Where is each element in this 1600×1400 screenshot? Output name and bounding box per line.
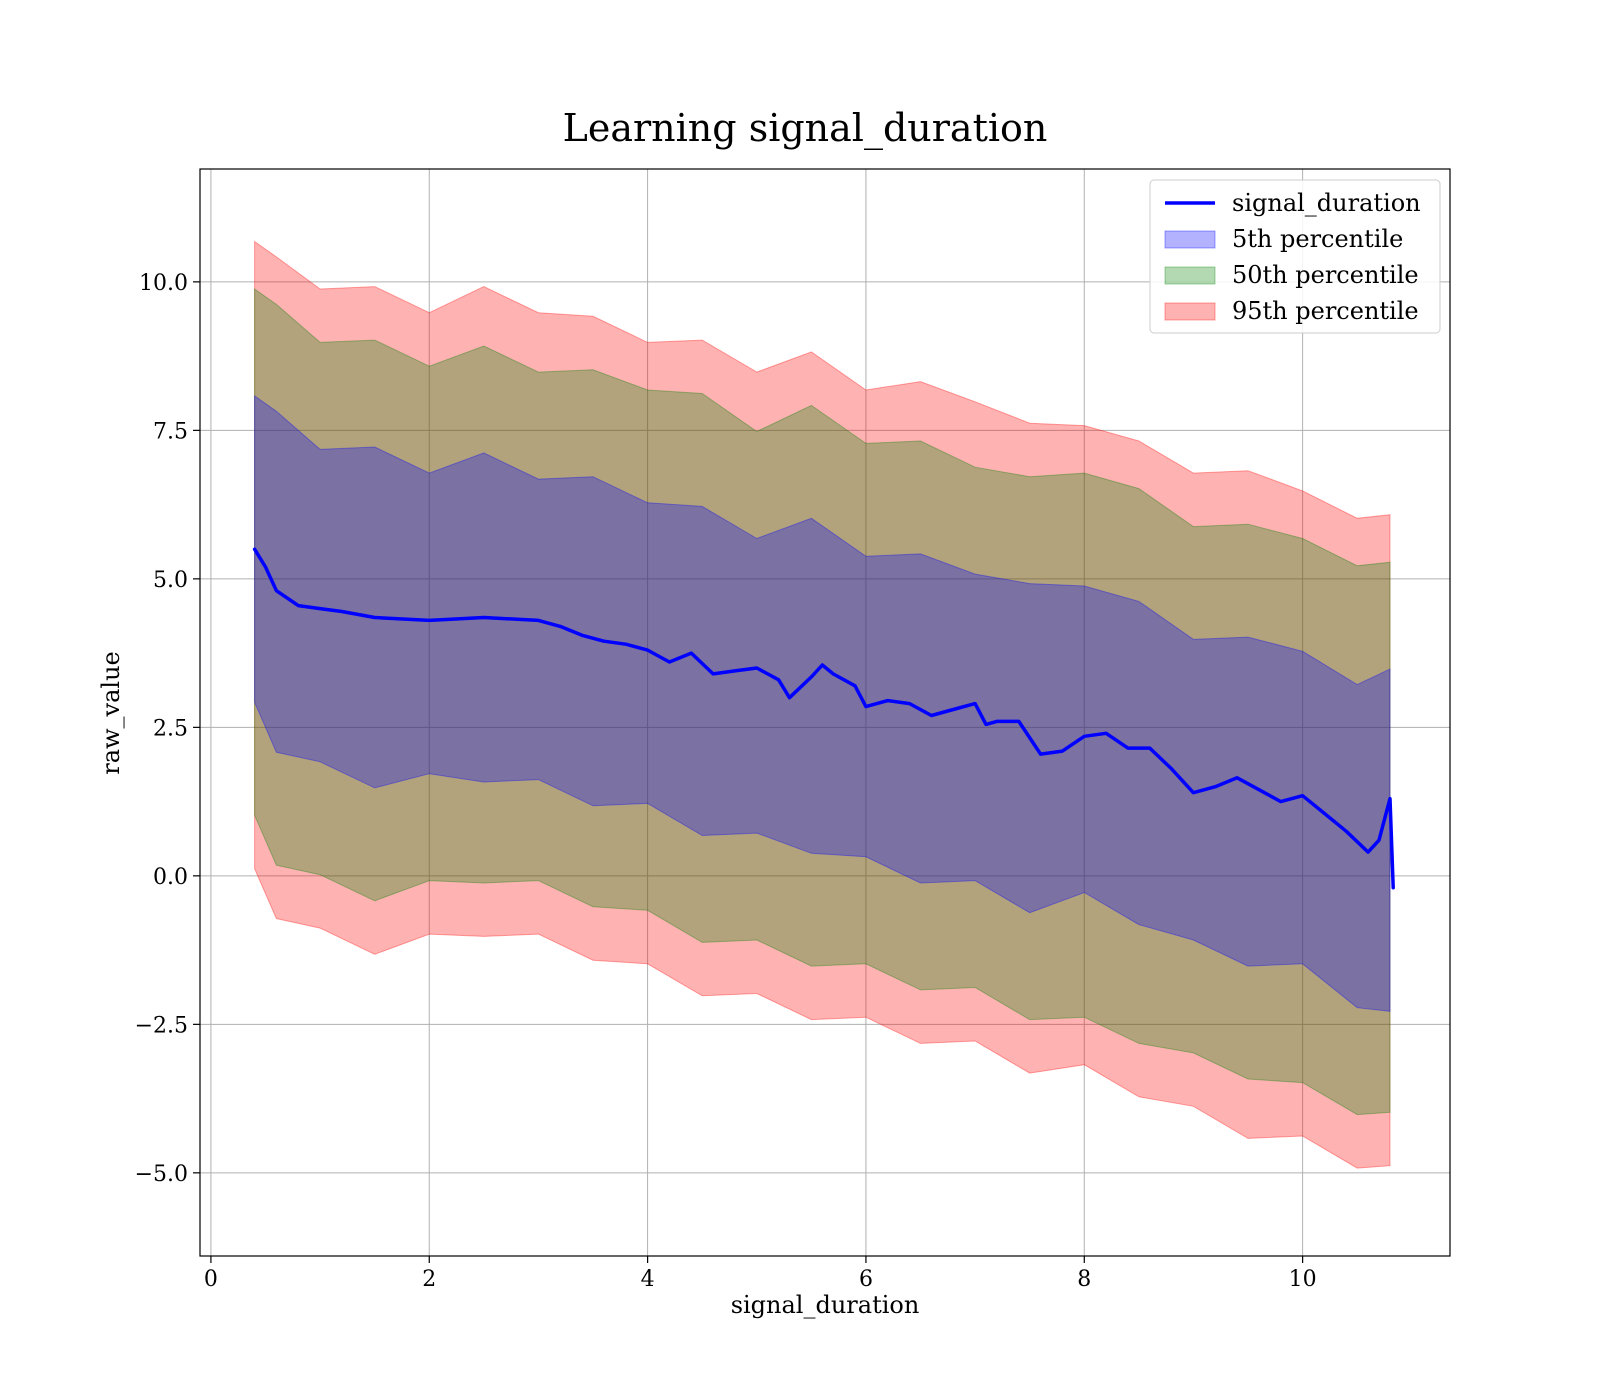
percentile-bands — [254, 240, 1391, 1169]
plot-area-frame — [199, 168, 1451, 1257]
legend: signal_duration 5th percentile 50th percen… — [1149, 179, 1441, 334]
x-tick-label: 10 — [1289, 1267, 1317, 1292]
x-tick-label: 6 — [859, 1267, 873, 1292]
axis-ticks: 0 2 4 6 8 10 −5.0 −2.5 0.0 2.5 5.0 7.5 10.0 — [135, 271, 1317, 1292]
x-axis-label: signal_duration — [731, 1291, 920, 1319]
y-tick-label: 7.5 — [153, 419, 188, 444]
band-95th-percentile — [254, 240, 1391, 1169]
chart-title: Learning signal_duration — [563, 106, 1048, 151]
x-tick-label: 2 — [422, 1267, 436, 1292]
y-tick-label: 0.0 — [153, 865, 188, 890]
legend-band-swatch — [1164, 266, 1216, 285]
legend-label: signal_duration — [1232, 189, 1421, 217]
legend-label: 95th percentile — [1232, 297, 1419, 325]
band-5th-percentile — [254, 394, 1391, 1012]
series-line-layer — [252, 547, 1395, 890]
y-tick-label: 10.0 — [139, 271, 188, 296]
band-50th-percentile — [254, 288, 1391, 1116]
y-tick-label: 5.0 — [153, 568, 188, 593]
x-tick-label: 0 — [204, 1267, 218, 1292]
x-tick-label: 4 — [641, 1267, 655, 1292]
y-tick-label: 2.5 — [153, 716, 188, 741]
y-tick-label: −5.0 — [135, 1162, 188, 1187]
y-tick-label: −2.5 — [135, 1013, 188, 1038]
signal-duration-series-line — [252, 547, 1395, 890]
y-axis-label: raw_value — [97, 651, 125, 775]
legend-band-swatch — [1164, 302, 1216, 321]
legend-box — [1149, 179, 1441, 334]
legend-label: 5th percentile — [1232, 225, 1403, 253]
x-tick-label: 8 — [1077, 1267, 1091, 1292]
legend-band-swatch — [1164, 230, 1216, 249]
legend-label: 50th percentile — [1232, 261, 1419, 289]
